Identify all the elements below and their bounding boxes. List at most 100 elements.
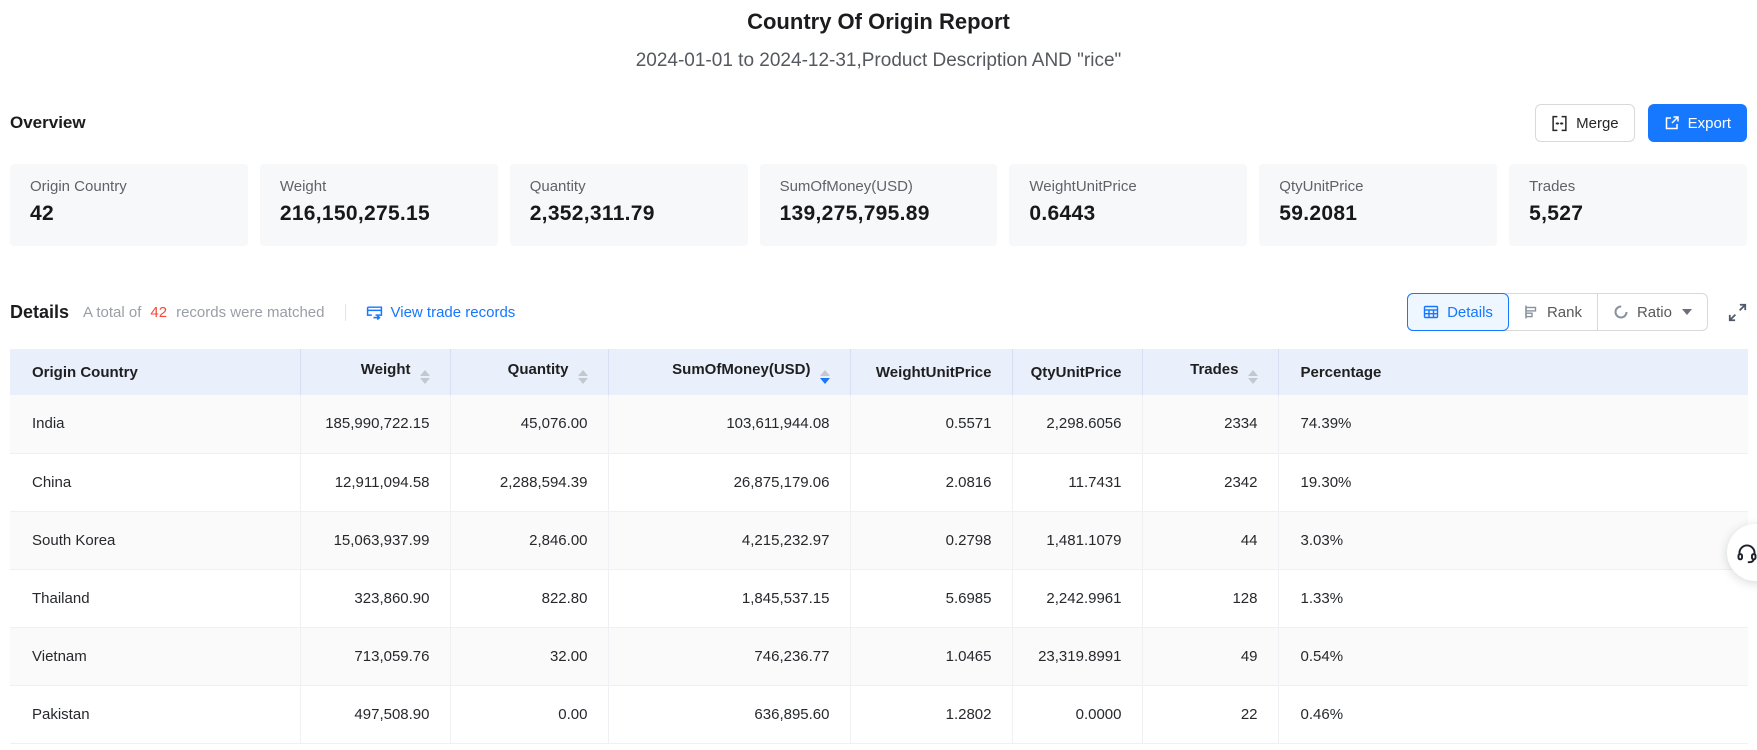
cell-weight: 12,911,094.58 <box>300 453 451 512</box>
table-row: Pakistan 497,508.90 0.00 636,895.60 1.28… <box>10 685 1748 744</box>
matched-count: 42 <box>150 303 168 321</box>
stat-card-value: 59.2081 <box>1279 202 1358 225</box>
table-row: India 185,990,722.15 45,076.00 103,611,9… <box>10 395 1748 454</box>
matched-summary: A total of 42 records were matched <box>83 304 324 321</box>
table-row: China 12,911,094.58 2,288,594.39 26,875,… <box>10 453 1748 512</box>
overview-title: Overview <box>10 113 86 132</box>
cell-weight: 497,508.90 <box>300 685 451 744</box>
cell-origin-country: Pakistan <box>10 685 301 744</box>
cell-origin-country: South Korea <box>10 511 301 570</box>
table-body: India 185,990,722.15 45,076.00 103,611,9… <box>10 395 1748 744</box>
stat-card-label: WeightUnitPrice <box>1029 178 1137 195</box>
stat-card-label: Quantity <box>529 178 586 195</box>
stat-card-value: 2,352,311.79 <box>529 202 655 225</box>
report-header: Country Of Origin Report 2024-01-01 to 2… <box>10 0 1747 72</box>
cell-weight: 185,990,722.15 <box>300 395 451 454</box>
stat-card: QtyUnitPrice 59.2081 <box>1259 164 1498 246</box>
cell-trades: 44 <box>1142 511 1279 570</box>
cell-weightunitprice: 2.0816 <box>850 453 1013 512</box>
column-header-percentage: Percentage <box>1278 349 1748 395</box>
stat-card: Origin Country 42 <box>10 164 248 246</box>
stat-card: Trades 5,527 <box>1509 164 1747 246</box>
cell-trades: 22 <box>1142 685 1279 744</box>
merge-button-label: Merge <box>1576 114 1619 132</box>
window-arrow-icon <box>366 304 383 321</box>
cell-sumofmoney: 1,845,537.15 <box>608 569 851 628</box>
divider <box>344 303 346 321</box>
donut-chart-icon <box>1613 304 1629 320</box>
cell-percentage: 0.46% <box>1278 685 1748 744</box>
table-row: South Korea 15,063,937.99 2,846.00 4,215… <box>10 511 1748 570</box>
table-header-row: Origin Country Weight Quantity SumOfMone… <box>10 349 1748 395</box>
stat-card-label: SumOfMoney(USD) <box>779 178 913 195</box>
cell-origin-country: China <box>10 453 301 512</box>
cell-percentage: 19.30% <box>1278 453 1748 512</box>
cell-sumofmoney: 4,215,232.97 <box>608 511 851 570</box>
column-header-sumofmoney[interactable]: SumOfMoney(USD) <box>608 349 851 395</box>
headset-icon <box>1737 544 1757 563</box>
cell-quantity: 45,076.00 <box>450 395 609 454</box>
merge-button[interactable]: Merge <box>1535 104 1635 142</box>
cell-percentage: 0.54% <box>1278 627 1748 686</box>
cell-quantity: 2,288,594.39 <box>450 453 609 512</box>
cell-qtyunitprice: 23,319.8991 <box>1012 627 1143 686</box>
cell-trades: 49 <box>1142 627 1279 686</box>
stat-card-value: 139,275,795.89 <box>779 202 930 225</box>
sort-icon <box>577 369 588 384</box>
column-header-weight[interactable]: Weight <box>300 349 451 395</box>
cell-trades: 2342 <box>1142 453 1279 512</box>
cell-origin-country: Thailand <box>10 569 301 628</box>
cell-trades: 2334 <box>1142 395 1279 454</box>
export-icon <box>1664 115 1680 131</box>
cell-sumofmoney: 26,875,179.06 <box>608 453 851 512</box>
tab-rank-label: Rank <box>1546 303 1582 321</box>
cell-weightunitprice: 0.5571 <box>850 395 1013 454</box>
view-trade-records-link[interactable]: View trade records <box>366 304 515 321</box>
cell-weightunitprice: 1.2802 <box>850 685 1013 744</box>
table-row: Vietnam 713,059.76 32.00 746,236.77 1.04… <box>10 627 1748 686</box>
column-header-weightunitprice: WeightUnitPrice <box>850 349 1013 395</box>
tab-details-label: Details <box>1447 303 1493 321</box>
cell-quantity: 822.80 <box>450 569 609 628</box>
column-header-quantity[interactable]: Quantity <box>450 349 609 395</box>
stat-card: Quantity 2,352,311.79 <box>509 164 748 246</box>
cell-weightunitprice: 0.2798 <box>850 511 1013 570</box>
tab-rank[interactable]: Rank <box>1508 294 1597 330</box>
cell-trades: 128 <box>1142 569 1279 628</box>
stat-card-value: 0.6443 <box>1029 202 1096 225</box>
export-button[interactable]: Export <box>1647 104 1747 142</box>
cell-qtyunitprice: 11.7431 <box>1012 453 1143 512</box>
overview-cards: Origin Country 42 Weight 216,150,275.15 … <box>10 164 1747 246</box>
fullscreen-button[interactable] <box>1728 303 1747 322</box>
stat-card-label: Origin Country <box>30 178 127 195</box>
matched-prefix: A total of <box>83 303 142 321</box>
stat-card-value: 42 <box>30 202 54 225</box>
page-title: Country Of Origin Report <box>747 9 1010 34</box>
stat-card-label: Trades <box>1529 178 1576 195</box>
origin-country-table: Origin Country Weight Quantity SumOfMone… <box>10 349 1748 744</box>
cell-qtyunitprice: 2,298.6056 <box>1012 395 1143 454</box>
sort-icon-active-desc <box>819 369 830 384</box>
export-button-label: Export <box>1687 114 1731 132</box>
tab-details[interactable]: Details <box>1407 293 1509 331</box>
tab-ratio[interactable]: Ratio <box>1596 294 1707 330</box>
cell-percentage: 74.39% <box>1278 395 1748 454</box>
view-switcher: Details Rank <box>1407 293 1708 331</box>
cell-origin-country: Vietnam <box>10 627 301 686</box>
table-row: Thailand 323,860.90 822.80 1,845,537.15 … <box>10 569 1748 628</box>
cell-percentage: 1.33% <box>1278 569 1748 628</box>
sort-icon <box>1247 369 1258 384</box>
cell-weight: 713,059.76 <box>300 627 451 686</box>
cell-sumofmoney: 636,895.60 <box>608 685 851 744</box>
cell-sumofmoney: 746,236.77 <box>608 627 851 686</box>
cell-weightunitprice: 1.0465 <box>850 627 1013 686</box>
chevron-down-icon <box>1682 309 1692 315</box>
matched-suffix: records were matched <box>176 303 325 321</box>
column-header-origin-country: Origin Country <box>10 349 301 395</box>
cell-qtyunitprice: 2,242.9961 <box>1012 569 1143 628</box>
cell-quantity: 0.00 <box>450 685 609 744</box>
column-header-trades[interactable]: Trades <box>1142 349 1279 395</box>
stat-card: WeightUnitPrice 0.6443 <box>1009 164 1248 246</box>
stat-card-label: QtyUnitPrice <box>1279 178 1364 195</box>
cell-qtyunitprice: 0.0000 <box>1012 685 1143 744</box>
